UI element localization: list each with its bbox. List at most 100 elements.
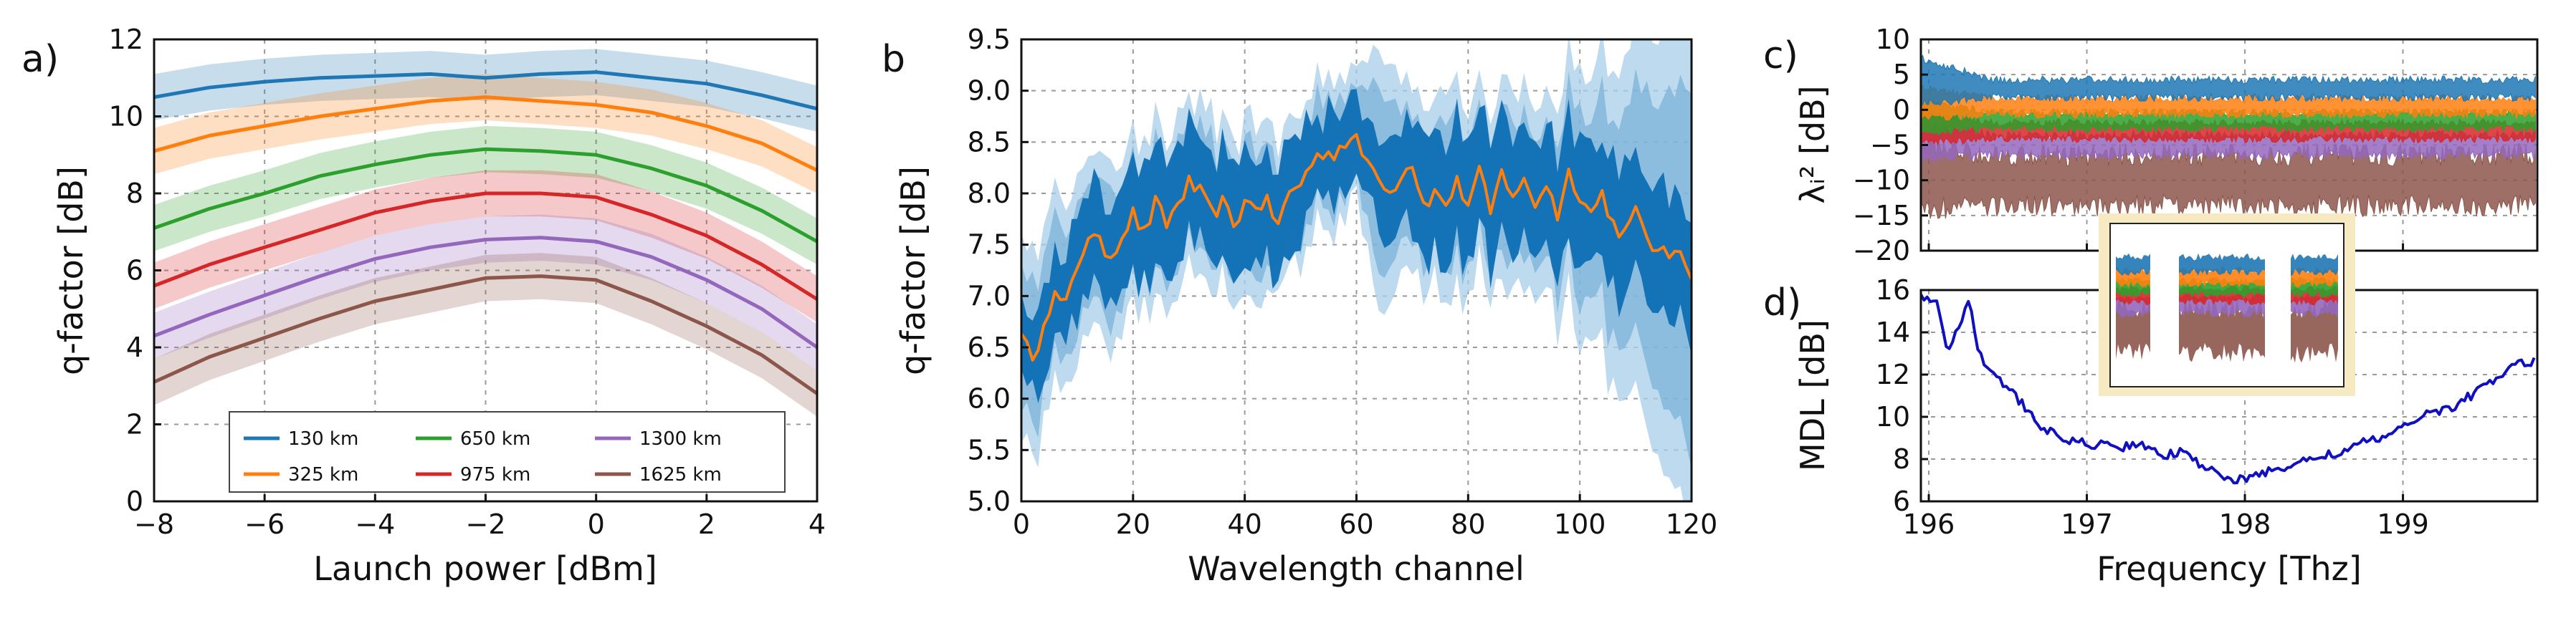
- y-tick-label: 10: [1876, 24, 1910, 55]
- panel-c-ticks: 10 5 0 −5 −10 −15 −20: [1853, 24, 2405, 266]
- band-650-km: [154, 125, 817, 265]
- y-tick-label: 0: [126, 486, 143, 517]
- panel-a-lines: [154, 70, 817, 395]
- y-tick-label: 2: [126, 409, 143, 440]
- panel-a-bands: [154, 49, 817, 417]
- series-line-650-km: [154, 147, 817, 244]
- y-tick-label: 5.5: [968, 434, 1011, 466]
- inset-area-mode-2: [2179, 266, 2265, 288]
- y-tick-label: 10: [109, 101, 143, 132]
- x-tick-label: 197: [2061, 509, 2113, 540]
- inset-area-mode-1: [2291, 254, 2338, 276]
- x-tick-label: 4: [808, 509, 826, 540]
- x-tick-label: 198: [2219, 509, 2271, 540]
- panel-d-label: d): [1763, 281, 1801, 324]
- panel-c-label: c): [1763, 34, 1798, 77]
- panel-b-xlabel: Wavelength channel: [1188, 549, 1525, 588]
- band-130-km: [154, 49, 817, 132]
- band-975-km: [154, 170, 817, 323]
- y-tick-label: 10: [1876, 401, 1910, 433]
- legend-label: 650 km: [460, 428, 530, 450]
- panel-b-ticks: 0 20 40 60 80 100 120 5.0 5.5 6.0 6.5 7.0 7.5 8.0 8.5 9…: [968, 24, 1718, 540]
- x-tick-label: 199: [2377, 509, 2429, 540]
- x-tick-label: 120: [1666, 509, 1718, 540]
- panel-b-lines: [1021, 132, 1692, 362]
- panel-c-ylabel: λᵢ² [dB]: [1793, 85, 1832, 203]
- panel-c-areas: [1921, 54, 2536, 219]
- mdl-line: [1921, 294, 2536, 485]
- y-tick-label: 7.5: [968, 229, 1011, 261]
- panel-d-ticks: 196 197 198 199 6 8 10 12 14 16: [1876, 274, 2429, 540]
- inset-area-mode-1: [2179, 253, 2265, 276]
- y-tick-label: 16: [1876, 274, 1910, 306]
- x-tick-label: 80: [1451, 509, 1485, 540]
- x-tick-label: 2: [698, 509, 715, 540]
- y-tick-label: 14: [1876, 317, 1910, 348]
- x-tick-label: 0: [1013, 509, 1030, 540]
- y-tick-label: 4: [126, 332, 143, 363]
- y-tick-label: 8: [1893, 443, 1910, 475]
- y-tick-label: 6.5: [968, 332, 1011, 363]
- legend-box: [229, 411, 786, 493]
- band-1625-km: [154, 253, 817, 417]
- series-line-1300-km: [154, 236, 817, 350]
- x-tick-label: −8: [134, 509, 174, 540]
- panel-b-label: b: [882, 38, 905, 81]
- inner-band: [1021, 89, 1692, 403]
- x-tick-label: 20: [1116, 509, 1150, 540]
- legend-label: 975 km: [460, 464, 530, 486]
- legend-label: 1625 km: [639, 464, 722, 486]
- panel-d-xlabel: Frequency [Thz]: [2096, 549, 2362, 588]
- series-line-130-km: [154, 70, 817, 111]
- panel-a: a) −8 −6 −4 −2 0 2 4 0 2 4 6 8 10 12 Launch power [dB…: [22, 24, 826, 588]
- inset-areas: [2116, 253, 2338, 363]
- panel-d-ylabel: MDL [dB]: [1793, 319, 1832, 471]
- x-tick-label: 196: [1903, 509, 1955, 540]
- panel-c: c) 10 5 0 −5 −10 −15 −20 λᵢ² [dB]: [1763, 24, 2539, 266]
- y-tick-label: −5: [1870, 130, 1910, 161]
- legend-label: 130 km: [288, 428, 358, 450]
- x-tick-label: 100: [1554, 509, 1606, 540]
- panel-b-ylabel: q-factor [dB]: [894, 166, 932, 375]
- y-tick-label: 6.0: [968, 383, 1011, 415]
- y-tick-label: −15: [1853, 200, 1910, 231]
- y-tick-label: 5: [1893, 59, 1910, 90]
- x-tick-label: −4: [355, 509, 395, 540]
- panel-a-xlabel: Launch power [dBm]: [313, 549, 657, 588]
- median-line: [1021, 132, 1692, 362]
- panel-b-bands: [1021, 39, 1692, 501]
- x-tick-label: −2: [465, 509, 505, 540]
- y-tick-label: 8.5: [968, 126, 1011, 158]
- panel-a-legend: 130 km 325 km 650 km 975 km 1300 km 1625 km: [229, 411, 786, 493]
- y-tick-label: 6: [126, 255, 143, 286]
- y-tick-label: 6: [1893, 486, 1910, 517]
- y-tick-label: −10: [1853, 165, 1910, 196]
- panel-d: d) 196 197 198 199 6 8 10 12 14 16 Frequency [Thz…: [1763, 274, 2539, 588]
- zoom-inset: [2099, 213, 2355, 396]
- y-tick-label: 0: [1893, 94, 1910, 125]
- panel-d-lines: [1921, 294, 2536, 485]
- x-tick-label: 60: [1339, 509, 1373, 540]
- inset-area-mode-6: [2291, 298, 2338, 363]
- legend-label: 1300 km: [639, 428, 722, 450]
- band-325-km: [154, 74, 817, 194]
- y-tick-label: 9.5: [968, 24, 1011, 55]
- panel-b: b 0 20 40 60 80 100 120 5.0 5.5 6.0 6.5 7.0 7.5 8.0 8.…: [882, 24, 1718, 588]
- y-tick-label: 7.0: [968, 280, 1011, 312]
- band-1300-km: [154, 214, 817, 371]
- y-tick-label: 5.0: [968, 486, 1011, 517]
- y-tick-label: 8: [126, 178, 143, 209]
- y-tick-label: 12: [1876, 359, 1910, 390]
- y-tick-label: −20: [1853, 235, 1910, 266]
- area-mode-1: [1921, 54, 2536, 106]
- y-tick-label: 12: [109, 24, 143, 55]
- y-tick-label: 8.0: [968, 178, 1011, 209]
- x-tick-label: 0: [588, 509, 605, 540]
- series-line-1625-km: [154, 274, 817, 395]
- y-tick-label: 9.0: [968, 75, 1011, 107]
- legend-label: 325 km: [288, 464, 358, 486]
- panel-a-label: a): [22, 38, 59, 81]
- panel-a-ylabel: q-factor [dB]: [52, 166, 90, 375]
- series-line-975-km: [154, 191, 817, 301]
